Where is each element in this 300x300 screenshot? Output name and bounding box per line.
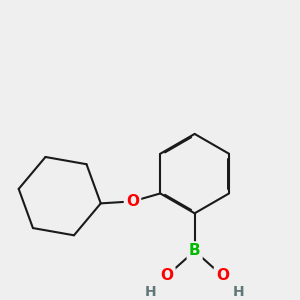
Text: O: O bbox=[126, 194, 139, 209]
Text: H: H bbox=[232, 285, 244, 299]
Text: O: O bbox=[160, 268, 173, 283]
Text: O: O bbox=[216, 268, 229, 283]
Text: H: H bbox=[145, 285, 157, 299]
Text: B: B bbox=[189, 244, 200, 259]
